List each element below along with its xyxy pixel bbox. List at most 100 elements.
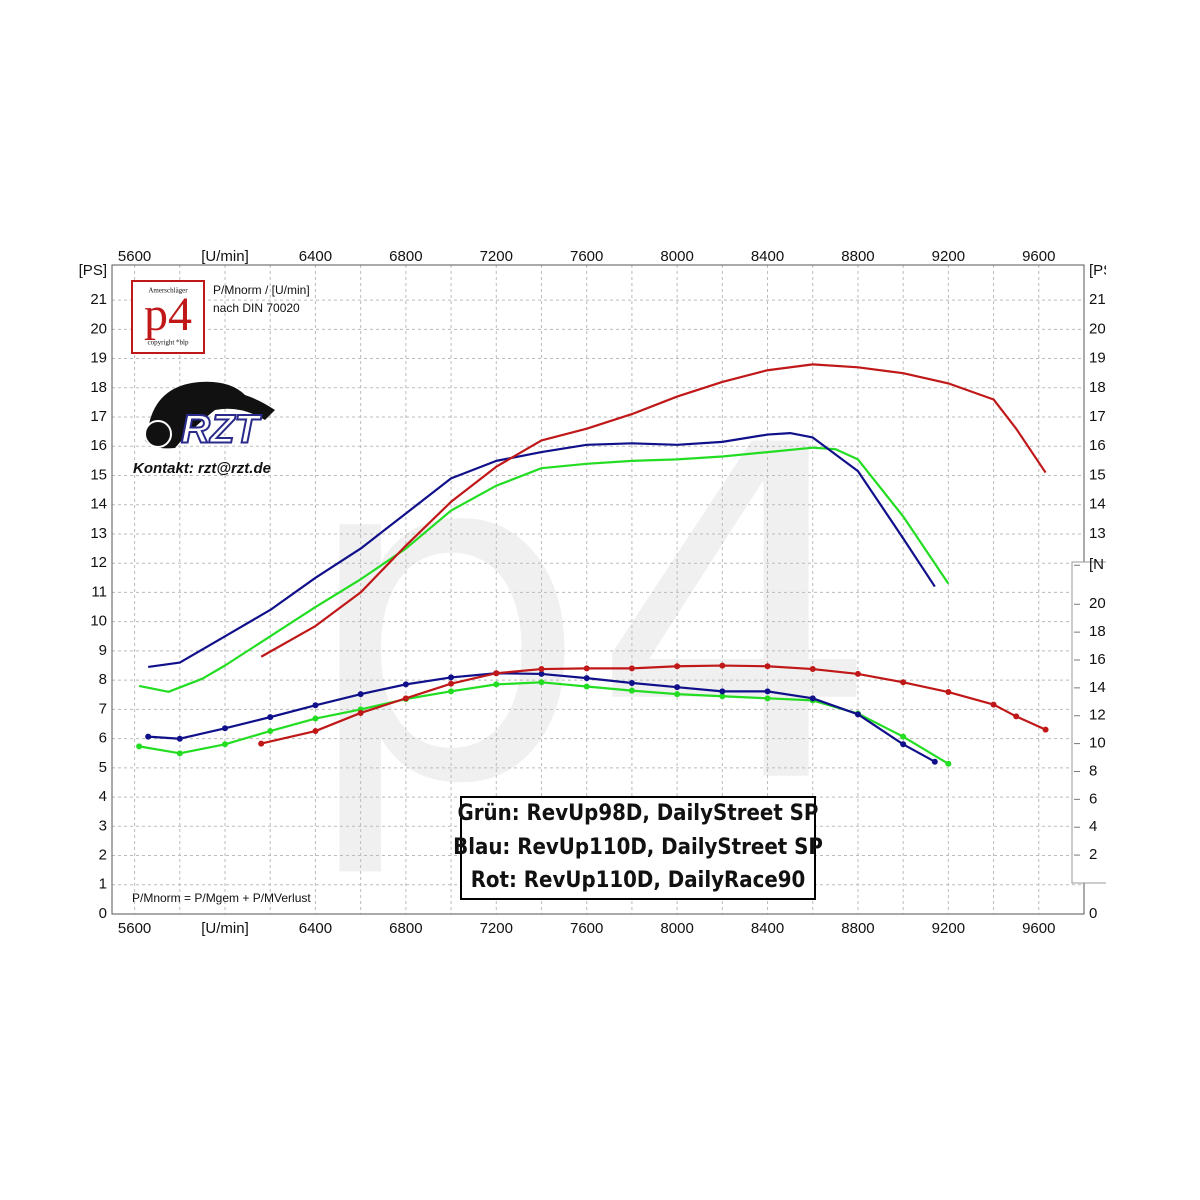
series-marker (854, 670, 861, 677)
brand-graphic (145, 381, 275, 449)
x-tick-label: 8400 (751, 920, 784, 937)
brand-wheel (144, 420, 172, 448)
y2-tick-label: 10 (1089, 735, 1106, 752)
series-marker (900, 733, 907, 740)
series-marker (357, 691, 364, 698)
series-marker (402, 681, 409, 688)
x-tick-label-top: 9600 (1022, 248, 1055, 265)
series-marker (628, 665, 635, 672)
legend-entry: Grün: RevUp98D, DailyStreet SP (458, 801, 819, 826)
series-marker (448, 688, 455, 695)
x-tick-label-top: 5600 (118, 248, 151, 265)
x-tick-label: 9600 (1022, 920, 1055, 937)
y-tick-label: 4 (99, 788, 107, 805)
y2-tick-label: 2 (1089, 846, 1097, 863)
y-tick-label: 10 (90, 613, 107, 630)
x-tick-label-top: 6800 (389, 248, 422, 265)
y-tick-label-right: 20 (1089, 320, 1106, 337)
series-marker (538, 670, 545, 677)
y2-tick-label: [N (1089, 556, 1104, 573)
series-marker (809, 666, 816, 673)
series-marker (583, 665, 590, 672)
y-tick-label: 20 (90, 320, 107, 337)
y2-tick-label: 12 (1089, 707, 1106, 724)
series-line (148, 431, 936, 669)
y-tick-label: 11 (91, 583, 107, 600)
x-tick-label-top: 8000 (660, 248, 693, 265)
series-marker (1013, 713, 1020, 720)
series-marker (854, 711, 861, 718)
series-marker (448, 680, 455, 687)
marks (136, 363, 1049, 767)
y-tick-label-right: 0 (1089, 905, 1097, 922)
logo-top: Amerschläger (148, 287, 188, 295)
y2-tick-label: 6 (1089, 790, 1097, 807)
x-tick-label: 9200 (932, 920, 965, 937)
series-marker (176, 735, 183, 742)
logo-text: p4 (144, 288, 192, 341)
series-marker (628, 687, 635, 694)
y-tick-label-right: 14 (1089, 496, 1106, 513)
y-tick-label: 19 (90, 350, 107, 367)
y2-tick-label: 8 (1089, 762, 1097, 779)
x-tick-label: 6800 (389, 920, 422, 937)
series-marker (145, 733, 152, 740)
x-tick-label: [U/min] (201, 920, 249, 937)
x-tick-label-top: 6400 (299, 248, 332, 265)
y2-tick-label: 18 (1089, 623, 1106, 640)
y-tick-label-right: 21 (1089, 291, 1106, 308)
series-marker (267, 728, 274, 735)
legend-box (460, 796, 816, 900)
series-marker (719, 662, 726, 669)
series-marker (402, 695, 409, 702)
x-tick-label-top: 8400 (751, 248, 784, 265)
series-marker (538, 679, 545, 686)
series-marker (312, 715, 319, 722)
y-tick-label-right: 16 (1089, 437, 1106, 454)
y-tick-label: 6 (99, 730, 107, 747)
series-marker (764, 663, 771, 670)
y-tick-label: 3 (99, 817, 107, 834)
note: nach DIN 70020 (213, 301, 300, 315)
series-marker (764, 695, 771, 702)
y-tick-label: 15 (90, 466, 107, 483)
note: P/Mnorm / [U/min] (213, 283, 310, 297)
y-tick-label-right: 19 (1089, 350, 1106, 367)
series-marker (493, 670, 500, 677)
series-marker (674, 684, 681, 691)
series-marker (538, 666, 545, 673)
y-tick-label-right: 15 (1089, 466, 1106, 483)
legend-entry: Blau: RevUp110D, DailyStreet SP (453, 835, 823, 860)
series-marker (267, 714, 274, 721)
y-tick-label: 21 (90, 291, 107, 308)
y-tick-label: 5 (99, 759, 107, 776)
series-marker (719, 688, 726, 695)
x-tick-label: 8000 (660, 920, 693, 937)
series-marker (719, 693, 726, 700)
watermark: p4 (298, 350, 883, 885)
series-marker (448, 674, 455, 681)
y-tick-label: [PS] (79, 262, 107, 279)
logo-bottom: copyright *blp (147, 339, 189, 347)
series-marker (809, 695, 816, 702)
x-tick-label: 6400 (299, 920, 332, 937)
series-marker (990, 701, 997, 708)
x-tick-label: 7600 (570, 920, 603, 937)
series-marker (357, 709, 364, 716)
y-tick-label: 18 (90, 379, 107, 396)
x-tick-label: 5600 (118, 920, 151, 937)
legend-entry: Rot: RevUp110D, DailyRace90 (471, 868, 806, 893)
y2-tick-label: 4 (1089, 818, 1097, 835)
series-marker (222, 725, 229, 732)
logo-box (131, 280, 205, 354)
y-tick-label: 9 (99, 642, 107, 659)
series-marker (674, 663, 681, 670)
brand: RZT (181, 408, 262, 452)
y-tick-label-right: 17 (1089, 408, 1106, 425)
series-marker (674, 691, 681, 698)
x-tick-label-top: 7600 (570, 248, 603, 265)
y2-tick-label: 14 (1089, 679, 1106, 696)
series-marker (222, 741, 229, 748)
